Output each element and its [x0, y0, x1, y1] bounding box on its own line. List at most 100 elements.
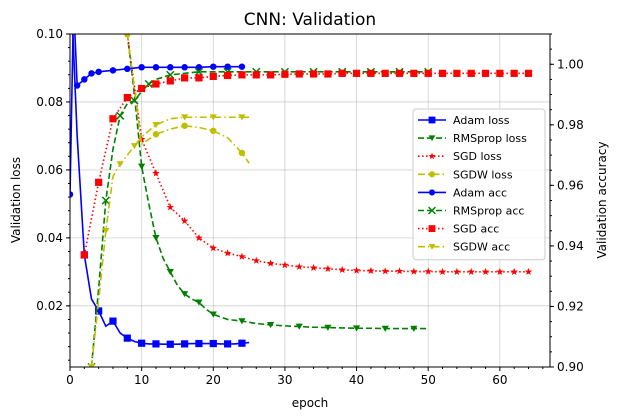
- data-point: [438, 69, 447, 77]
- legend-label: Adam loss: [453, 114, 510, 127]
- data-point: [181, 64, 188, 71]
- series-sgdw-loss: [124, 34, 250, 164]
- data-point: [238, 71, 246, 79]
- data-point: [180, 216, 189, 225]
- data-point: [381, 69, 389, 77]
- legend-marker: [428, 243, 436, 250]
- data-point: [138, 64, 145, 71]
- x-tick-label: 40: [349, 373, 364, 387]
- data-point: [195, 74, 203, 82]
- data-point: [209, 114, 217, 121]
- data-point: [252, 256, 261, 264]
- data-point: [224, 340, 232, 348]
- legend-label: RMSprop acc: [453, 205, 524, 218]
- y-right-tick-label: 1.00: [557, 57, 584, 71]
- data-point: [209, 339, 217, 348]
- data-point: [195, 233, 203, 242]
- data-point: [367, 69, 375, 77]
- data-point: [238, 63, 246, 70]
- data-point: [352, 69, 361, 77]
- data-point: [496, 267, 504, 276]
- data-point: [481, 69, 490, 77]
- legend-label: Adam acc: [453, 186, 507, 199]
- x-tick-label: 10: [134, 373, 149, 387]
- data-point: [424, 69, 432, 77]
- data-point: [80, 251, 88, 259]
- data-point: [224, 63, 231, 70]
- data-point: [410, 69, 418, 77]
- data-point: [181, 291, 189, 298]
- data-point: [395, 267, 404, 275]
- y-left-tick-label: 0.02: [36, 299, 63, 313]
- data-point: [70, 0, 76, 6]
- data-point: [496, 69, 504, 77]
- y-right-tick-label: 0.96: [557, 178, 584, 192]
- data-point: [209, 311, 217, 318]
- data-point: [209, 244, 218, 252]
- legend-marker: [428, 116, 436, 124]
- data-point: [295, 262, 304, 270]
- data-point: [381, 325, 389, 332]
- data-point: [438, 267, 447, 276]
- data-point: [324, 264, 332, 272]
- data-point: [70, 191, 74, 198]
- legend-label: RMSprop loss: [453, 132, 527, 145]
- series-rmsprop-acc: [87, 67, 433, 367]
- legend-marker: [428, 225, 436, 232]
- legend-marker: [428, 206, 436, 215]
- data-point: [223, 249, 232, 257]
- data-point: [166, 268, 174, 276]
- data-point: [181, 340, 189, 348]
- data-point: [181, 74, 189, 82]
- data-point: [124, 34, 131, 38]
- x-tick-label: 20: [206, 373, 221, 387]
- y-axis-right-label: Validation accuracy: [595, 141, 609, 258]
- legend-label: SGDW acc: [453, 241, 510, 254]
- data-point: [152, 80, 160, 88]
- data-point: [352, 325, 361, 332]
- data-point: [152, 121, 160, 129]
- data-point: [467, 267, 475, 276]
- legend-item: SGDW loss: [418, 168, 513, 181]
- legend-box: [412, 108, 546, 261]
- legend-item: SGD acc: [418, 223, 499, 236]
- legend-marker: [428, 135, 436, 142]
- data-point: [266, 321, 275, 329]
- legend-marker: [428, 152, 436, 160]
- data-point: [510, 69, 518, 77]
- chart-title: CNN: Validation: [244, 10, 376, 30]
- legend-label: SGD acc: [453, 223, 499, 236]
- data-point: [238, 339, 246, 347]
- data-point: [166, 340, 174, 348]
- data-point: [123, 334, 131, 342]
- data-point: [410, 325, 418, 332]
- x-tick-label: 60: [492, 373, 507, 387]
- data-point: [238, 252, 246, 260]
- data-point: [123, 93, 131, 102]
- data-point: [238, 318, 246, 325]
- data-point: [95, 178, 103, 186]
- y-right-tick-label: 0.90: [557, 360, 584, 374]
- legend: Adam loss RMSprop loss SGD loss SGDW loss Ad…: [412, 108, 546, 261]
- legend-label: SGD loss: [453, 150, 502, 163]
- data-point: [152, 130, 160, 138]
- legend-item: Adam loss: [418, 114, 510, 127]
- data-point: [152, 169, 160, 177]
- y-axis-left-label: Validation loss: [9, 157, 23, 243]
- data-point: [138, 84, 146, 93]
- data-point: [152, 64, 160, 71]
- data-point: [116, 161, 124, 168]
- data-point: [367, 266, 375, 275]
- series-line: [126, 34, 429, 330]
- data-point: [181, 114, 189, 121]
- data-point: [210, 127, 217, 135]
- legend-item: RMSprop acc: [418, 205, 524, 218]
- x-tick-label: 50: [421, 373, 436, 387]
- data-point: [410, 267, 418, 275]
- data-point: [309, 70, 318, 78]
- data-point: [524, 267, 533, 276]
- legend-item: SGD loss: [418, 150, 502, 163]
- data-point: [181, 122, 188, 129]
- data-point: [167, 64, 174, 71]
